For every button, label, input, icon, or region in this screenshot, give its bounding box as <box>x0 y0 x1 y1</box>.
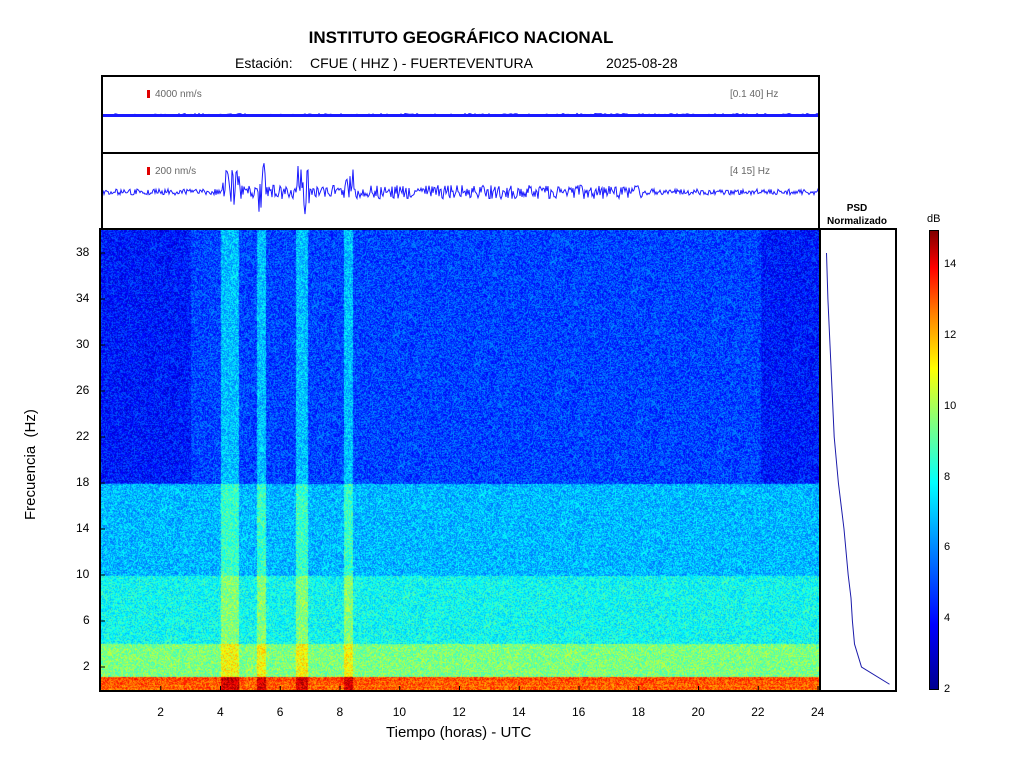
colorbar-tick-label: 8 <box>944 470 951 483</box>
colorbar-tick-label: 4 <box>944 612 951 625</box>
seismogram-panel-broadband: 4000 nm/s [0.1 40] Hz <box>101 75 820 154</box>
spectrogram-heatmap <box>101 230 820 690</box>
spectrogram-panel <box>99 228 822 692</box>
x-tick-label: 22 <box>751 705 765 719</box>
x-tick-label: 8 <box>336 705 344 719</box>
colorbar-tick-label: 14 <box>944 258 957 271</box>
colorbar-tick-label: 12 <box>944 329 957 342</box>
x-axis-title: Tiempo (horas) - UTC <box>386 724 532 741</box>
seismogram-trace-broadband <box>103 112 818 118</box>
colorbar-tick-label: 6 <box>944 541 951 554</box>
y-tick-label: 2 <box>83 659 90 673</box>
colorbar <box>929 230 939 690</box>
seismogram-trace-filtered <box>103 163 818 215</box>
y-tick-label: 14 <box>76 521 90 535</box>
psd-title-line1: PSD <box>846 203 868 214</box>
spectrogram-frame <box>99 228 822 692</box>
scale-bar-marker <box>147 167 150 175</box>
y-tick-label: 34 <box>76 291 90 305</box>
y-tick-label: 26 <box>76 383 90 397</box>
x-tick-label: 14 <box>512 705 526 719</box>
station-prefix: Estación: <box>235 55 293 71</box>
colorbar-unit: dB <box>927 213 941 225</box>
y-tick-label: 30 <box>76 337 90 351</box>
colorbar-tick-label: 10 <box>944 399 957 412</box>
chart-title: INSTITUTO GEOGRÁFICO NACIONAL <box>308 28 614 47</box>
x-tick-label: 12 <box>452 705 466 719</box>
x-tick-label: 2 <box>157 705 164 719</box>
x-tick-label: 10 <box>392 705 407 719</box>
scale-label: 4000 nm/s <box>155 89 202 100</box>
y-tick-label: 18 <box>76 475 90 489</box>
seismogram-panel-filtered: 200 nm/s [4 15] Hz <box>101 152 820 230</box>
trace-waveform <box>103 163 818 215</box>
trace-waveform <box>103 112 818 118</box>
psd-line <box>826 252 890 685</box>
scale-bar-marker <box>147 90 150 98</box>
x-tick-label: 18 <box>631 705 646 719</box>
date-label: 2025-08-28 <box>606 55 678 71</box>
psd-panel <box>819 228 897 692</box>
psd-title: PSD Normalizado <box>817 202 897 228</box>
colorbar-tick-label: 2 <box>944 683 951 695</box>
y-tick-label: 38 <box>76 245 90 259</box>
y-tick-label: 6 <box>83 613 90 627</box>
scale-label: 200 nm/s <box>155 166 197 177</box>
x-tick-label: 24 <box>811 705 825 719</box>
frequency-band-label: [0.1 40] Hz <box>730 89 779 100</box>
frequency-band-label: [4 15] Hz <box>730 166 771 177</box>
x-tick-label: 6 <box>276 705 284 719</box>
y-tick-label: 10 <box>76 567 90 581</box>
psd-curve <box>826 252 890 685</box>
x-tick-label: 4 <box>217 705 224 719</box>
x-tick-label: 16 <box>572 705 586 719</box>
y-axis-title: Frecuencia (Hz) <box>22 409 39 520</box>
psd-title-line2: Normalizado <box>826 216 887 227</box>
station-name: CFUE ( HHZ ) - FUERTEVENTURA <box>310 55 533 71</box>
y-tick-label: 22 <box>76 429 90 443</box>
x-tick-label: 20 <box>691 705 705 719</box>
